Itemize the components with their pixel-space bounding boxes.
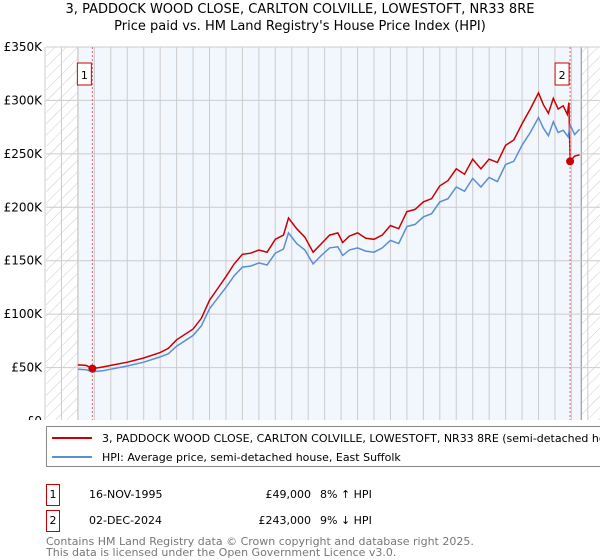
sale-point <box>566 157 575 166</box>
sale-label: 2 <box>559 69 566 82</box>
sale-point <box>88 364 97 373</box>
transaction-price: £243,000 <box>258 514 312 527</box>
hpi-line <box>77 115 581 373</box>
transaction-hpi: 8% ↑ HPI <box>320 488 372 501</box>
legend-label-hpi: HPI: Average price, semi-detached house,… <box>102 450 401 464</box>
transaction-marker: 2 <box>46 510 60 532</box>
y-tick-label: £300K <box>4 93 44 107</box>
property-line <box>77 91 580 370</box>
chart-title: 3, PADDOCK WOOD CLOSE, CARLTON COLVILLE,… <box>65 2 535 17</box>
transaction-row: 2 02-DEC-2024 £243,000 9% ↓ HPI <box>46 510 600 532</box>
transaction-marker: 1 <box>46 484 60 506</box>
legend: 3, PADDOCK WOOD CLOSE, CARLTON COLVILLE,… <box>46 426 600 467</box>
sale-label: 1 <box>81 69 88 82</box>
y-tick-label: £350K <box>4 40 44 54</box>
footer-copyright: Contains HM Land Registry data © Crown c… <box>46 535 474 548</box>
y-tick-label: £150K <box>4 254 44 268</box>
y-tick-label: £50K <box>11 361 43 375</box>
y-tick-label: £0 <box>27 414 42 420</box>
transaction-hpi: 9% ↓ HPI <box>320 514 372 527</box>
transaction-price: £49,000 <box>265 488 312 501</box>
legend-item-hpi: HPI: Average price, semi-detached house,… <box>47 448 401 466</box>
legend-swatch-red <box>52 437 92 439</box>
price-chart: 1219931994199519961997199819992000200120… <box>4 40 600 420</box>
legend-item-property: 3, PADDOCK WOOD CLOSE, CARLTON COLVILLE,… <box>47 429 600 447</box>
chart-subtitle: Price paid vs. HM Land Registry's House … <box>114 19 486 34</box>
transaction-row: 1 16-NOV-1995 £49,000 8% ↑ HPI <box>46 484 600 506</box>
y-tick-label: £250K <box>4 147 44 161</box>
transaction-date: 16-NOV-1995 <box>89 488 163 501</box>
legend-swatch-blue <box>52 456 92 458</box>
transaction-date: 02-DEC-2024 <box>89 514 163 527</box>
legend-label-property: 3, PADDOCK WOOD CLOSE, CARLTON COLVILLE,… <box>102 431 600 445</box>
footer-licence: This data is licensed under the Open Gov… <box>46 546 397 559</box>
y-tick-label: £200K <box>4 200 44 214</box>
data-region <box>77 47 582 420</box>
sale-label-box <box>76 62 92 86</box>
y-tick-label: £100K <box>4 307 44 321</box>
sale-label-box <box>554 62 570 86</box>
